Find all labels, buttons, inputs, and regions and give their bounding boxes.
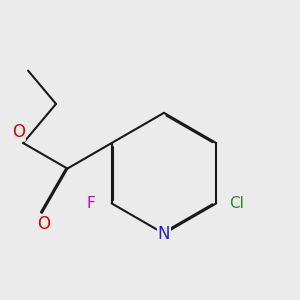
Text: Cl: Cl [229,196,244,211]
Text: O: O [12,123,25,141]
Text: F: F [87,196,96,211]
Text: N: N [158,225,170,243]
Text: O: O [37,215,50,233]
